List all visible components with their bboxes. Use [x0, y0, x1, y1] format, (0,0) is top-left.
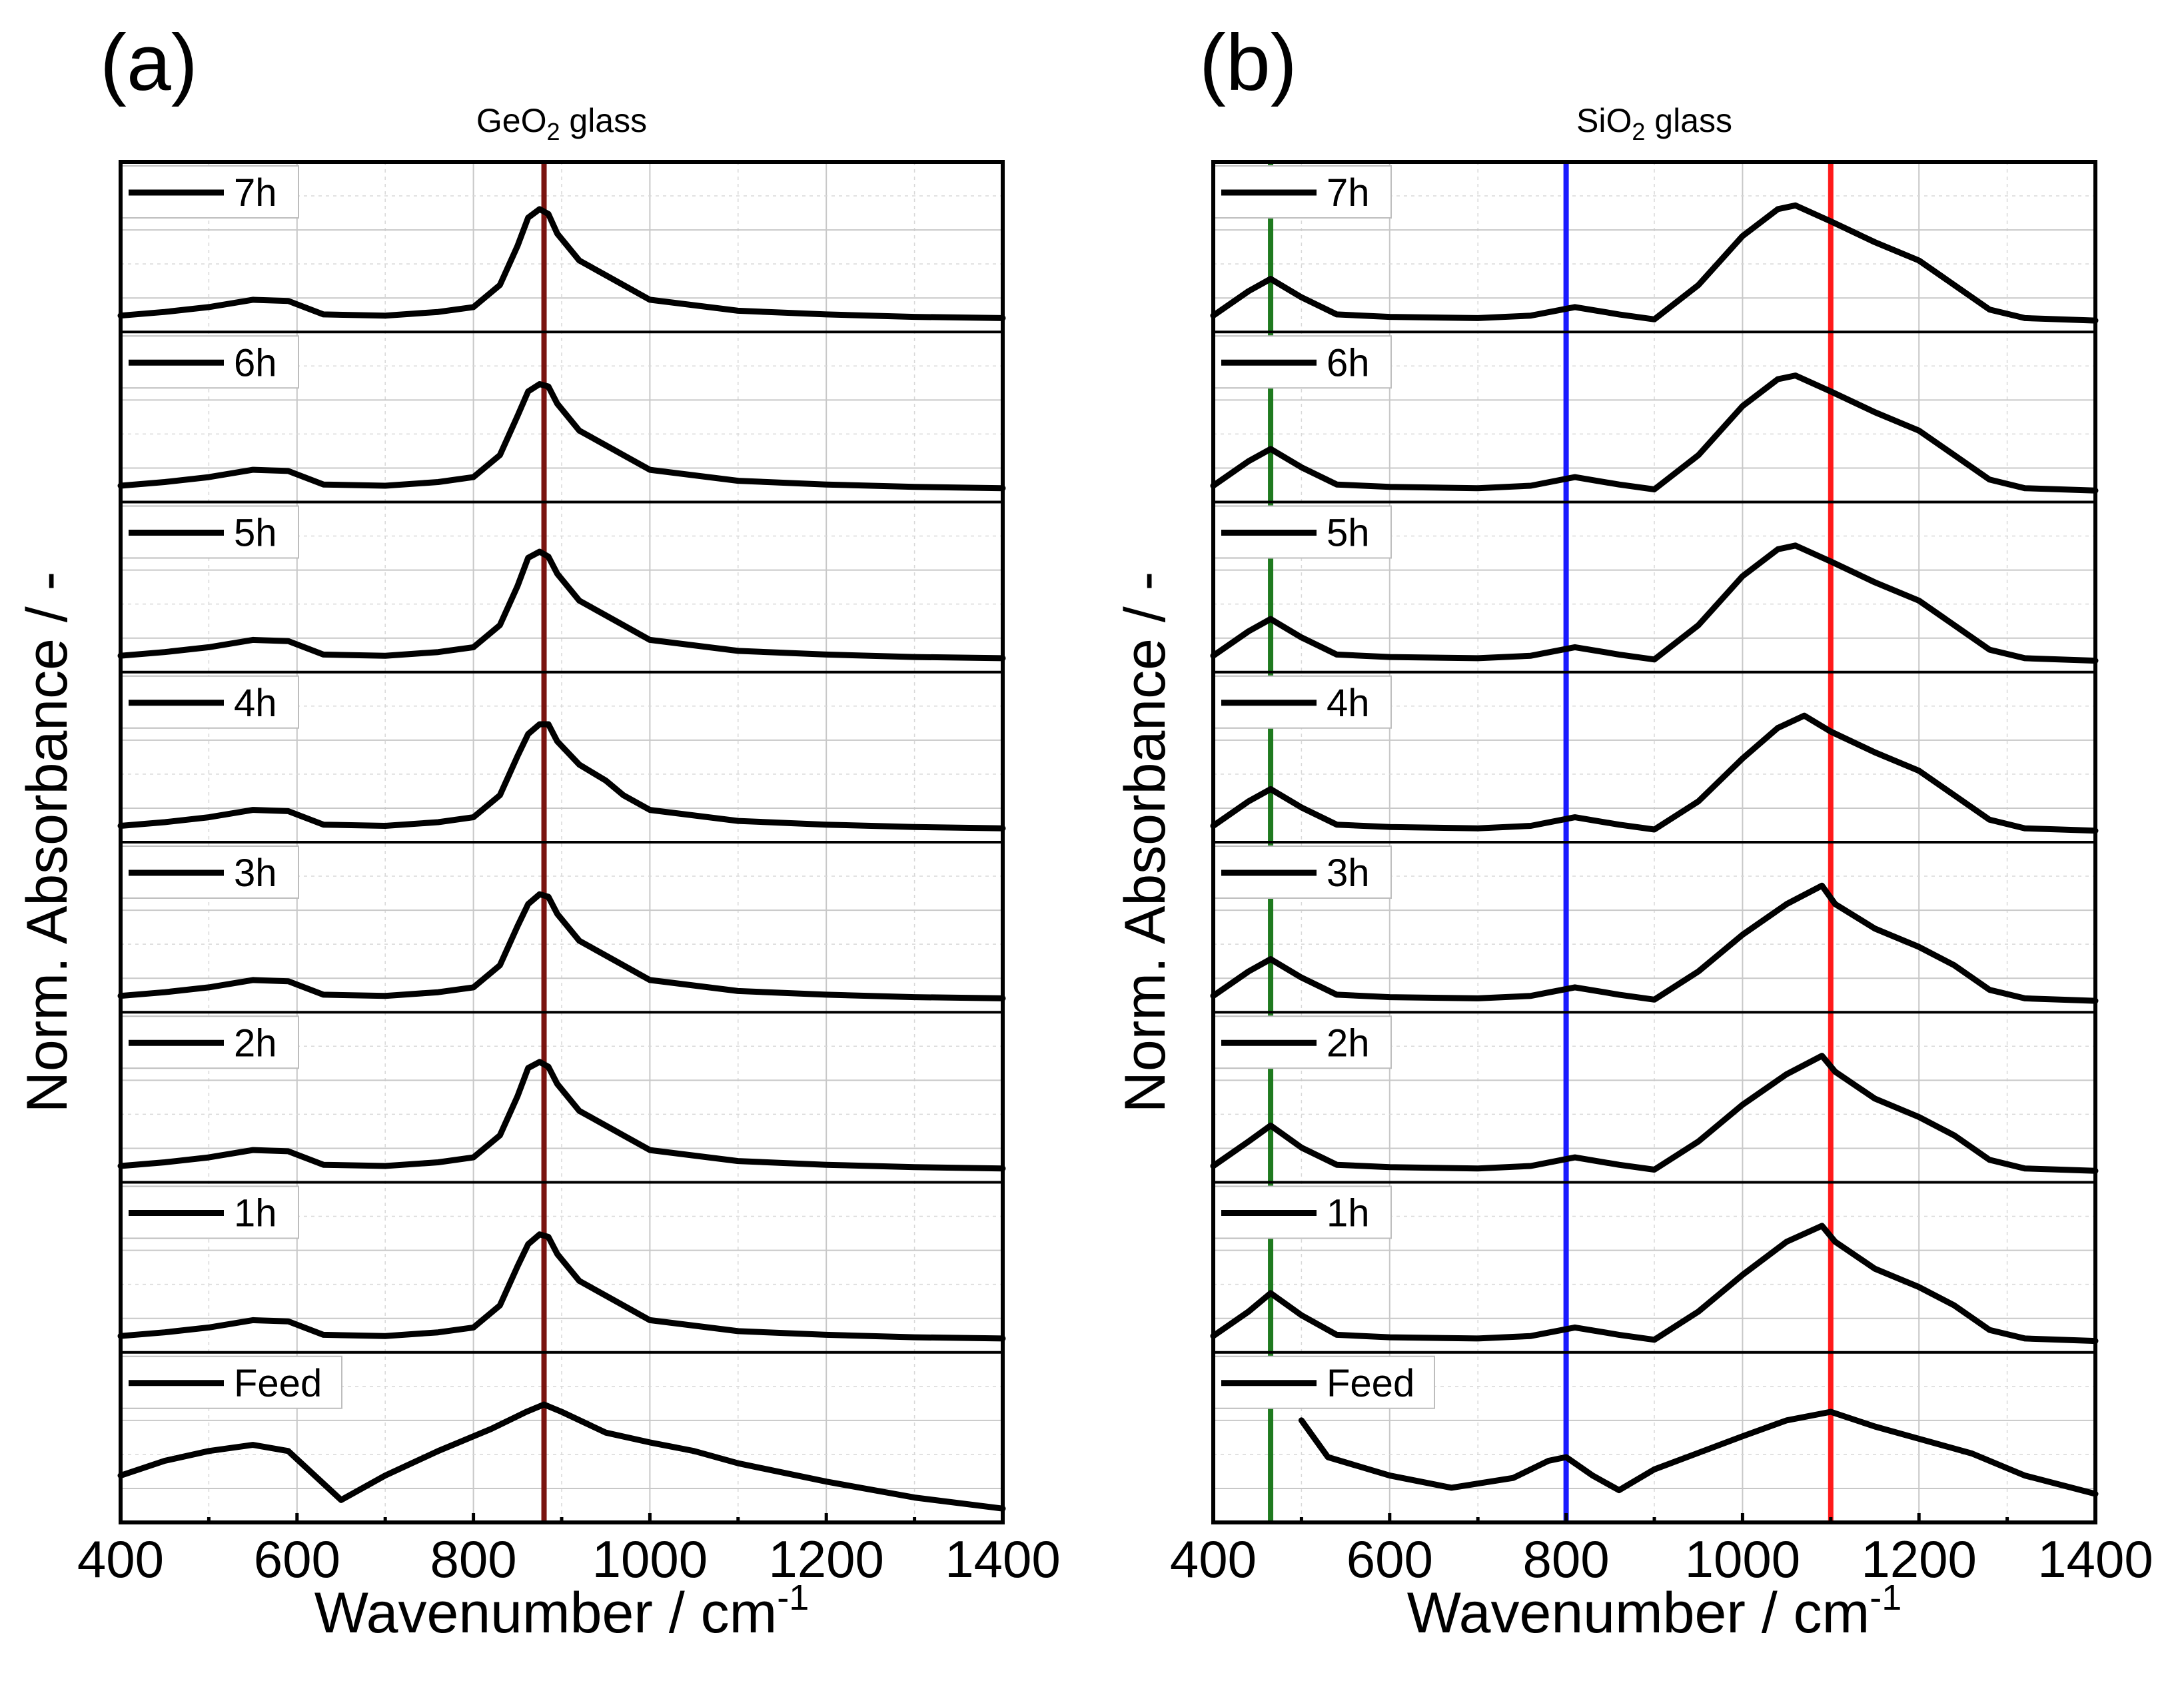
x-tick-label: 600	[254, 1530, 340, 1588]
spectrum-line-6h	[1210, 372, 2099, 494]
legend-item: 3h	[121, 846, 299, 899]
panel-b: (b) SiO2 glass 7h 6h 5h 4h 3h 2h 1h Feed 400 600 800…	[1113, 18, 2153, 1645]
spectrum-line-5h	[1210, 542, 2099, 664]
chart-title: SiO2 glass	[1576, 102, 1732, 145]
x-tick-label: 800	[430, 1530, 517, 1588]
spectrum-line-feed	[117, 1401, 1006, 1512]
chart-title-main: SiO	[1576, 102, 1632, 139]
spectrum-line-1h	[1210, 1223, 2099, 1345]
spectrum-line-6h	[117, 381, 1006, 492]
x-tick-label: 400	[77, 1530, 164, 1588]
legend-item: 5h	[1214, 505, 1392, 559]
legend-item: 2h	[121, 1015, 299, 1069]
legend-label: 1h	[234, 1192, 277, 1235]
legend-item: 1h	[1214, 1185, 1392, 1239]
legend-label: 6h	[234, 341, 277, 384]
legend-item: 2h	[1214, 1015, 1392, 1069]
spectrum-line-5h	[117, 548, 1006, 662]
x-axis-label-superscript: -1	[777, 1578, 809, 1618]
y-axis-label: Norm. Absorbance / -	[15, 572, 79, 1113]
x-tick-label: 1200	[1861, 1530, 1977, 1588]
legend-label: 2h	[1327, 1021, 1370, 1065]
legend-item: Feed	[1214, 1355, 1435, 1409]
spectrum-line-7h	[1210, 202, 2099, 324]
x-tick-label: 1400	[945, 1530, 1061, 1588]
x-tick-label: 1400	[2037, 1530, 2153, 1588]
x-tick-label: 800	[1523, 1530, 1610, 1588]
legend-label: 3h	[1327, 851, 1370, 895]
spectrum-line-feed	[1298, 1409, 2099, 1497]
legend-label: Feed	[1327, 1362, 1414, 1405]
x-axis-label-superscript: -1	[1870, 1578, 1902, 1618]
legend-label: 3h	[234, 851, 277, 895]
x-axis-label-main: Wavenumber / cm	[314, 1581, 778, 1645]
legend-item: 3h	[1214, 846, 1392, 899]
x-tick-label: 1000	[1685, 1530, 1801, 1588]
legend-item: 7h	[121, 165, 299, 219]
spectrum-line-2h	[1210, 1053, 2099, 1174]
legend-item: 7h	[1214, 165, 1392, 219]
legend-label: 6h	[1327, 341, 1370, 384]
x-tick-label: 400	[1170, 1530, 1257, 1588]
legend-label: Feed	[234, 1362, 322, 1405]
legend-label: 1h	[1327, 1192, 1370, 1235]
x-axis-label-main: Wavenumber / cm	[1407, 1581, 1870, 1645]
legend-label: 7h	[234, 171, 277, 215]
spectrum-line-7h	[117, 206, 1006, 321]
spectrum-line-1h	[117, 1231, 1006, 1342]
x-tick-label: 1000	[592, 1530, 708, 1588]
panel-letter: (b)	[1199, 18, 1297, 107]
legend-label: 4h	[1327, 682, 1370, 725]
spectrum-line-3h	[117, 891, 1006, 1001]
legend-item: Feed	[121, 1355, 342, 1409]
spectrum-line-4h	[117, 721, 1006, 832]
panel-letter: (a)	[100, 18, 198, 107]
legend-item: 6h	[1214, 335, 1392, 389]
spectrum-line-2h	[117, 1059, 1006, 1172]
chart-title-tail: glass	[560, 102, 648, 139]
chart-title-main: GeO	[476, 102, 547, 139]
x-tick-label: 1200	[768, 1530, 884, 1588]
legend-label: 5h	[234, 512, 277, 555]
chart-title-tail: glass	[1645, 102, 1732, 139]
legend-label: 5h	[1327, 512, 1370, 555]
legend-label: 4h	[234, 682, 277, 725]
legend-label: 7h	[1327, 171, 1370, 215]
legend-label: 2h	[234, 1021, 277, 1065]
y-axis-label: Norm. Absorbance / -	[1113, 572, 1177, 1113]
x-tick-label: 600	[1347, 1530, 1433, 1588]
x-axis-label: Wavenumber / cm-1	[1407, 1578, 1902, 1645]
legend-item: 1h	[121, 1185, 299, 1239]
spectrum-line-3h	[1210, 882, 2099, 1004]
legend-item: 5h	[121, 505, 299, 559]
panel-a: (a) GeO2 glass 7h 6h 5h 4h 3h 2h 1h Feed 400 600 800…	[15, 18, 1061, 1645]
spectrum-line-4h	[1210, 712, 2099, 834]
legend-item: 4h	[1214, 675, 1392, 729]
chart-title: GeO2 glass	[476, 102, 647, 145]
chart-title-subscript: 2	[546, 118, 560, 145]
legend-item: 6h	[121, 335, 299, 389]
legend-item: 4h	[121, 675, 299, 729]
chart-title-subscript: 2	[1632, 118, 1645, 145]
x-axis-label: Wavenumber / cm-1	[314, 1578, 810, 1645]
